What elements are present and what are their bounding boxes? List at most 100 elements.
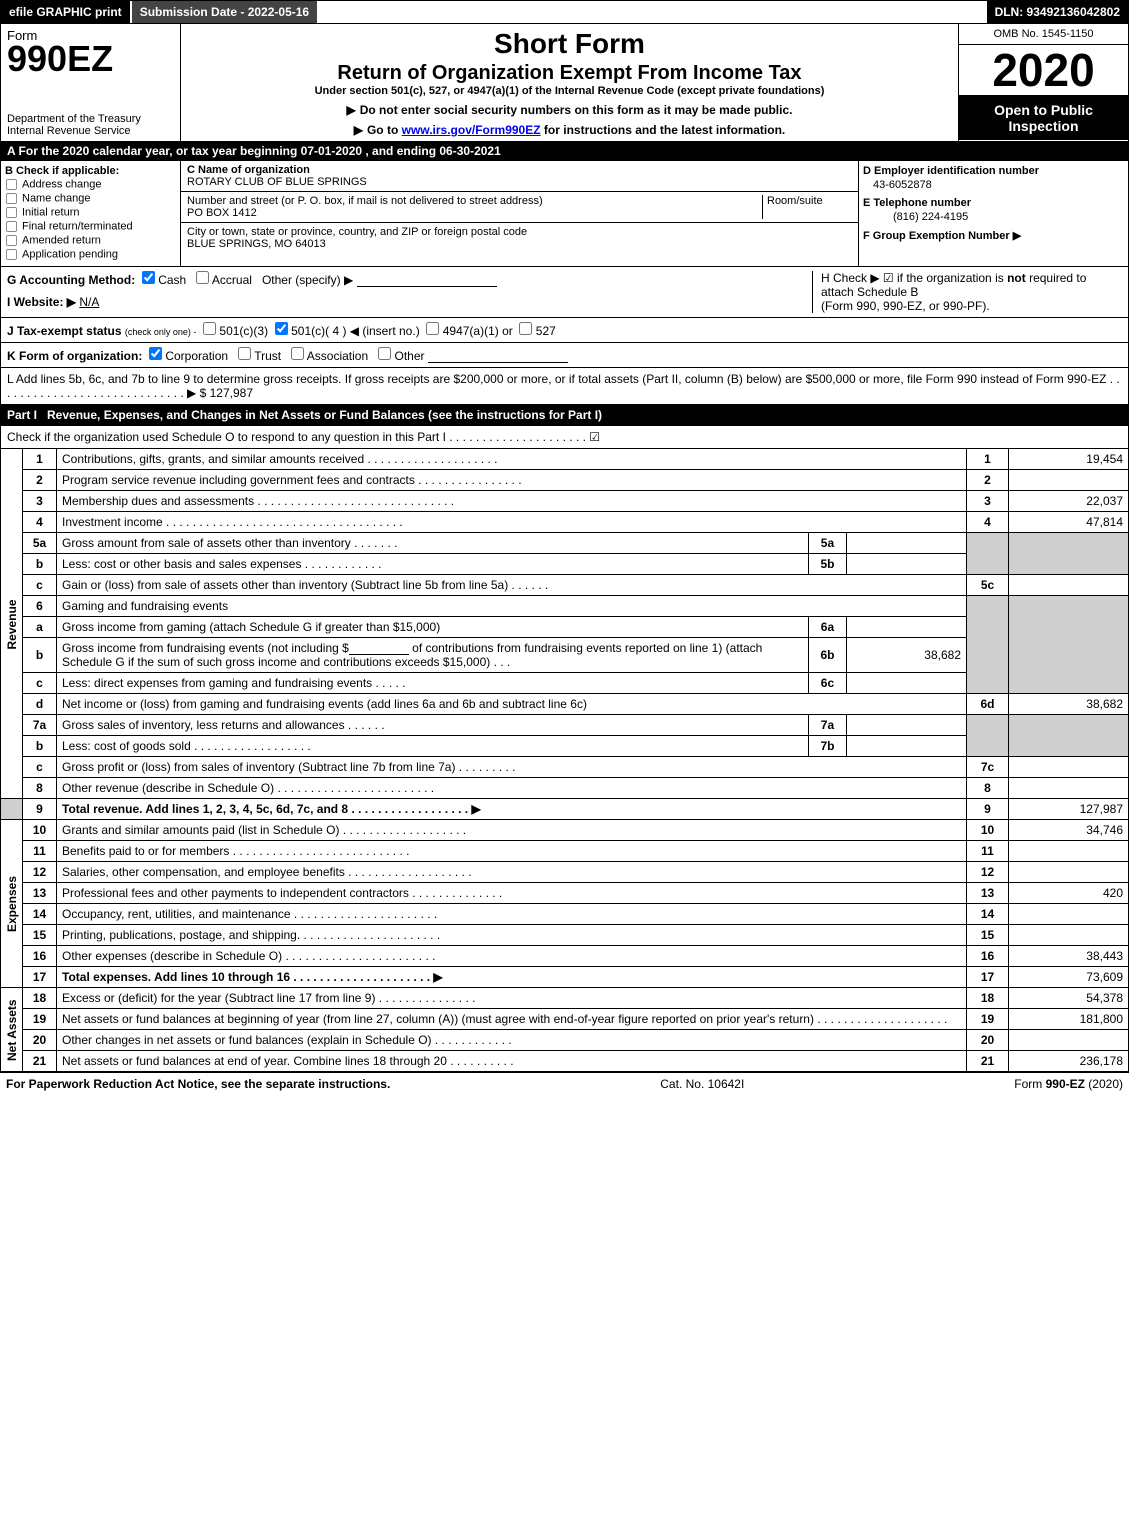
section-b: B Check if applicable: Address change Na… xyxy=(1,161,181,266)
tax-year: 2020 xyxy=(959,45,1128,96)
efile-print-button[interactable]: efile GRAPHIC print xyxy=(1,1,132,23)
desc-10: Grants and similar amounts paid (list in… xyxy=(57,820,967,841)
open-inspection: Open to Public Inspection xyxy=(959,96,1128,140)
header-right: OMB No. 1545-1150 2020 Open to Public In… xyxy=(958,24,1128,141)
val-3: 22,037 xyxy=(1009,491,1129,512)
ref-4: 4 xyxy=(967,512,1009,533)
ref-7c: 7c xyxy=(967,757,1009,778)
chk-accrual[interactable] xyxy=(196,271,209,284)
val-20 xyxy=(1009,1030,1129,1051)
group-exemption: F Group Exemption Number ▶ xyxy=(863,229,1124,242)
desc-6d: Net income or (loss) from gaming and fun… xyxy=(57,694,967,715)
desc-17: Total expenses. Add lines 10 through 16 … xyxy=(57,967,967,988)
topbar-spacer xyxy=(319,1,986,23)
val-18: 54,378 xyxy=(1009,988,1129,1009)
desc-21: Net assets or fund balances at end of ye… xyxy=(57,1051,967,1072)
org-address: PO BOX 1412 xyxy=(187,207,762,219)
top-bar: efile GRAPHIC print Submission Date - 20… xyxy=(0,0,1129,24)
tel-value: (816) 224-4195 xyxy=(893,211,1124,223)
org-city: BLUE SPRINGS, MO 64013 xyxy=(187,238,852,250)
desc-12: Salaries, other compensation, and employ… xyxy=(57,862,967,883)
subval-5a xyxy=(846,533,966,554)
val-16: 38,443 xyxy=(1009,946,1129,967)
val-14 xyxy=(1009,904,1129,925)
val-10: 34,746 xyxy=(1009,820,1129,841)
desc-6c: Less: direct expenses from gaming and fu… xyxy=(57,673,809,694)
footer-center: Cat. No. 10642I xyxy=(660,1077,744,1091)
chk-application-pending[interactable]: Application pending xyxy=(5,248,176,261)
desc-3: Membership dues and assessments . . . . … xyxy=(57,491,967,512)
side-revenue: Revenue xyxy=(1,449,23,799)
chk-final-return[interactable]: Final return/terminated xyxy=(5,220,176,233)
subval-6c xyxy=(846,673,966,694)
chk-other-org[interactable] xyxy=(378,347,391,360)
desc-13: Professional fees and other payments to … xyxy=(57,883,967,904)
ref-20: 20 xyxy=(967,1030,1009,1051)
omb-number: OMB No. 1545-1150 xyxy=(959,24,1128,45)
val-1: 19,454 xyxy=(1009,449,1129,470)
desc-4: Investment income . . . . . . . . . . . … xyxy=(57,512,967,533)
chk-501c3[interactable] xyxy=(203,322,216,335)
desc-18: Excess or (deficit) for the year (Subtra… xyxy=(57,988,967,1009)
part-i-header: Part I Revenue, Expenses, and Changes in… xyxy=(0,405,1129,426)
sub-5a: 5a xyxy=(808,533,846,554)
subval-7a xyxy=(846,715,966,736)
val-2 xyxy=(1009,470,1129,491)
sub-7a: 7a xyxy=(808,715,846,736)
desc-11: Benefits paid to or for members . . . . … xyxy=(57,841,967,862)
desc-6a: Gross income from gaming (attach Schedul… xyxy=(57,617,809,638)
sub-6a: 6a xyxy=(808,617,846,638)
ref-10: 10 xyxy=(967,820,1009,841)
lines-table: Revenue 1Contributions, gifts, grants, a… xyxy=(0,449,1129,1072)
row-l: L Add lines 5b, 6c, and 7b to line 9 to … xyxy=(0,368,1129,405)
c-addr-label: Number and street (or P. O. box, if mail… xyxy=(187,195,762,207)
row-g-h: G Accounting Method: Cash Accrual Other … xyxy=(0,267,1129,318)
chk-address-change[interactable]: Address change xyxy=(5,178,176,191)
val-8 xyxy=(1009,778,1129,799)
desc-8: Other revenue (describe in Schedule O) .… xyxy=(57,778,967,799)
desc-6b: Gross income from fundraising events (no… xyxy=(57,638,809,673)
desc-9: Total revenue. Add lines 1, 2, 3, 4, 5c,… xyxy=(57,799,967,820)
chk-4947[interactable] xyxy=(426,322,439,335)
info-grid: B Check if applicable: Address change Na… xyxy=(0,161,1129,267)
chk-initial-return[interactable]: Initial return xyxy=(5,206,176,219)
under-section: Under section 501(c), 527, or 4947(a)(1)… xyxy=(315,85,825,97)
website-row: I Website: ▶ N/A xyxy=(7,295,812,309)
chk-amended-return[interactable]: Amended return xyxy=(5,234,176,247)
chk-trust[interactable] xyxy=(238,347,251,360)
submission-date-button[interactable]: Submission Date - 2022-05-16 xyxy=(132,1,319,23)
chk-name-change[interactable]: Name change xyxy=(5,192,176,205)
desc-5b: Less: cost or other basis and sales expe… xyxy=(57,554,809,575)
chk-corporation[interactable] xyxy=(149,347,162,360)
section-d: D Employer identification number 43-6052… xyxy=(858,161,1128,266)
val-19: 181,800 xyxy=(1009,1009,1129,1030)
subval-7b xyxy=(846,736,966,757)
chk-501c[interactable] xyxy=(275,322,288,335)
desc-14: Occupancy, rent, utilities, and maintena… xyxy=(57,904,967,925)
val-17: 73,609 xyxy=(1009,967,1129,988)
val-21: 236,178 xyxy=(1009,1051,1129,1072)
subval-6b: 38,682 xyxy=(846,638,966,673)
section-h: H Check ▶ ☑ if the organization is not r… xyxy=(812,271,1122,313)
short-form-title: Short Form xyxy=(494,28,645,60)
chk-association[interactable] xyxy=(291,347,304,360)
footer-left: For Paperwork Reduction Act Notice, see … xyxy=(6,1077,390,1091)
irs-link[interactable]: www.irs.gov/Form990EZ xyxy=(402,123,541,137)
ref-12: 12 xyxy=(967,862,1009,883)
val-6d: 38,682 xyxy=(1009,694,1129,715)
goto-instruction: Go to www.irs.gov/Form990EZ for instruct… xyxy=(354,123,786,137)
section-a-period: A For the 2020 calendar year, or tax yea… xyxy=(0,142,1129,161)
ref-6d: 6d xyxy=(967,694,1009,715)
header-center: Short Form Return of Organization Exempt… xyxy=(181,24,958,141)
ref-14: 14 xyxy=(967,904,1009,925)
desc-2: Program service revenue including govern… xyxy=(57,470,967,491)
val-4: 47,814 xyxy=(1009,512,1129,533)
chk-cash[interactable] xyxy=(142,271,155,284)
desc-7b: Less: cost of goods sold . . . . . . . .… xyxy=(57,736,809,757)
ref-13: 13 xyxy=(967,883,1009,904)
part-i-label: Part I xyxy=(7,408,37,422)
val-15 xyxy=(1009,925,1129,946)
chk-527[interactable] xyxy=(519,322,532,335)
ssn-warning: Do not enter social security numbers on … xyxy=(346,103,792,117)
irs-label: Internal Revenue Service xyxy=(7,125,174,137)
